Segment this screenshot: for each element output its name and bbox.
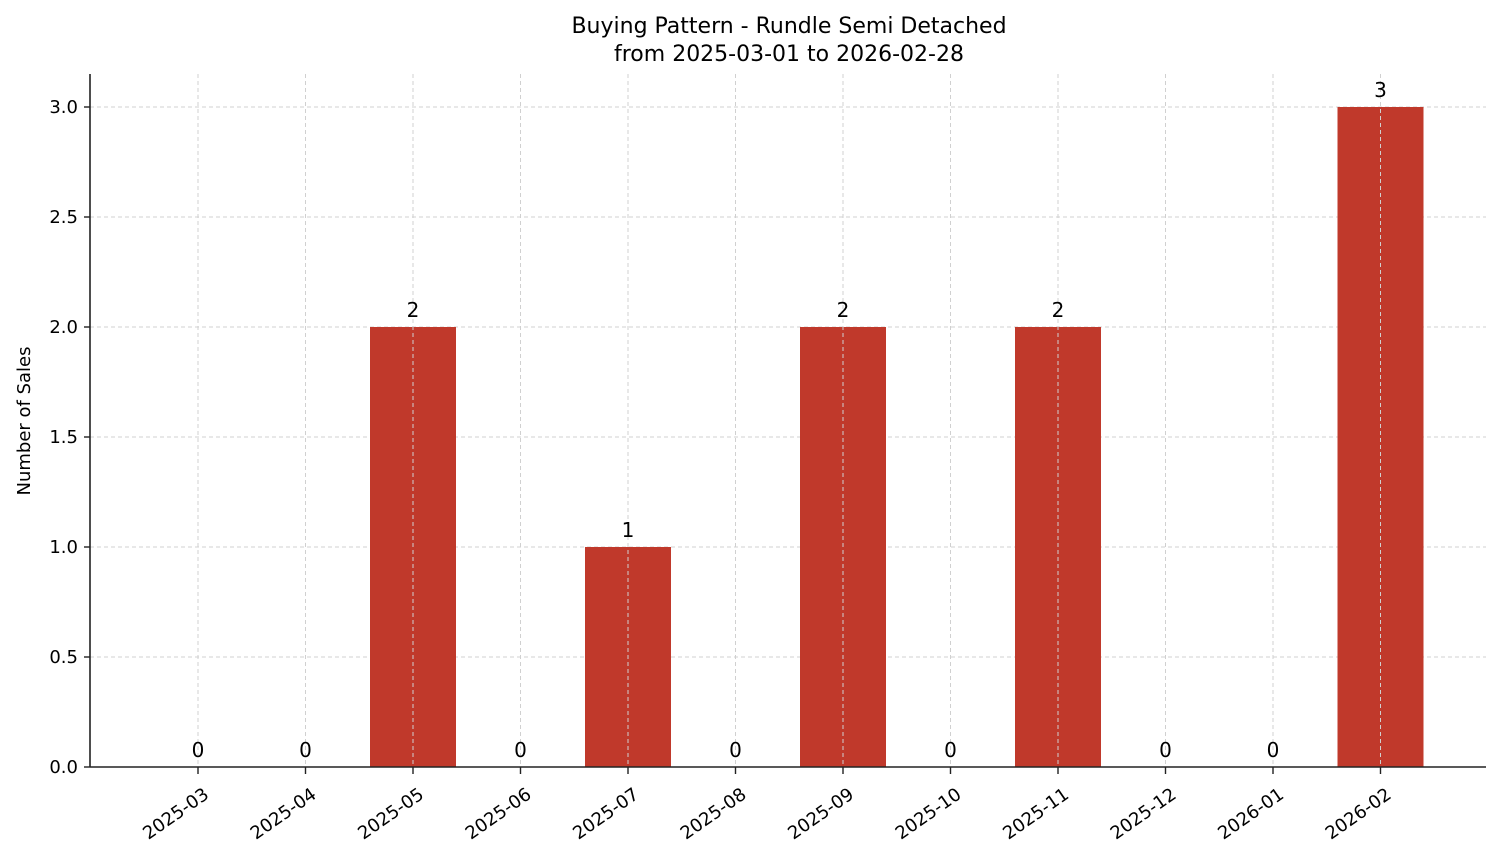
bars: 0 0 2 0 1 0 2 0 2 0 0 3 — [192, 74, 1424, 767]
bar-value-label: 0 — [514, 738, 527, 762]
x-tick-label: 2025-11 — [999, 784, 1073, 844]
x-tick-label: 2025-09 — [784, 784, 858, 844]
bar-value-label: 2 — [837, 298, 850, 322]
x-tick-label: 2025-08 — [677, 784, 751, 844]
bar-value-label: 0 — [944, 738, 957, 762]
y-tick-label: 0.0 — [49, 757, 78, 778]
chart-title: Buying Pattern - Rundle Semi Detached — [571, 14, 1006, 39]
x-tick-label: 2025-10 — [892, 784, 966, 844]
y-tick-label: 1.0 — [49, 537, 78, 558]
x-tick-label: 2025-06 — [462, 784, 536, 844]
bar-value-label: 0 — [192, 738, 205, 762]
bar-value-label: 0 — [729, 738, 742, 762]
chart-subtitle: from 2025-03-01 to 2026-02-28 — [614, 42, 964, 67]
bar-value-label: 0 — [1267, 738, 1280, 762]
y-tick-label: 1.5 — [49, 427, 78, 448]
x-tick-label: 2025-03 — [139, 784, 213, 844]
x-tick-label: 2025-05 — [354, 784, 428, 844]
bar — [1337, 107, 1424, 767]
bar-value-label: 0 — [299, 738, 312, 762]
x-tick-label: 2026-02 — [1322, 784, 1396, 844]
x-axis-ticks: 2025-03 2025-04 2025-05 2025-06 2025-07 2025-… — [139, 767, 1395, 844]
axes — [89, 74, 1486, 768]
x-tick-label: 2026-01 — [1214, 784, 1288, 844]
bar-value-label: 1 — [622, 518, 635, 542]
x-tick-label: 2025-12 — [1107, 784, 1181, 844]
bar-value-label: 0 — [1159, 738, 1172, 762]
y-tick-label: 0.5 — [49, 647, 78, 668]
bar-value-label: 3 — [1374, 78, 1387, 102]
y-tick-label: 2.5 — [49, 207, 78, 228]
bar-value-label: 2 — [1052, 298, 1065, 322]
y-tick-label: 2.0 — [49, 317, 78, 338]
grid-lines — [90, 106, 1486, 658]
bar-value-label: 2 — [407, 298, 420, 322]
y-tick-label: 3.0 — [49, 97, 78, 118]
x-tick-label: 2025-07 — [569, 784, 643, 844]
y-axis-ticks: 0.0 0.5 1.0 1.5 2.0 2.5 3.0 — [49, 97, 90, 778]
y-axis-label: Number of Sales — [14, 346, 35, 495]
x-tick-label: 2025-04 — [247, 784, 321, 844]
